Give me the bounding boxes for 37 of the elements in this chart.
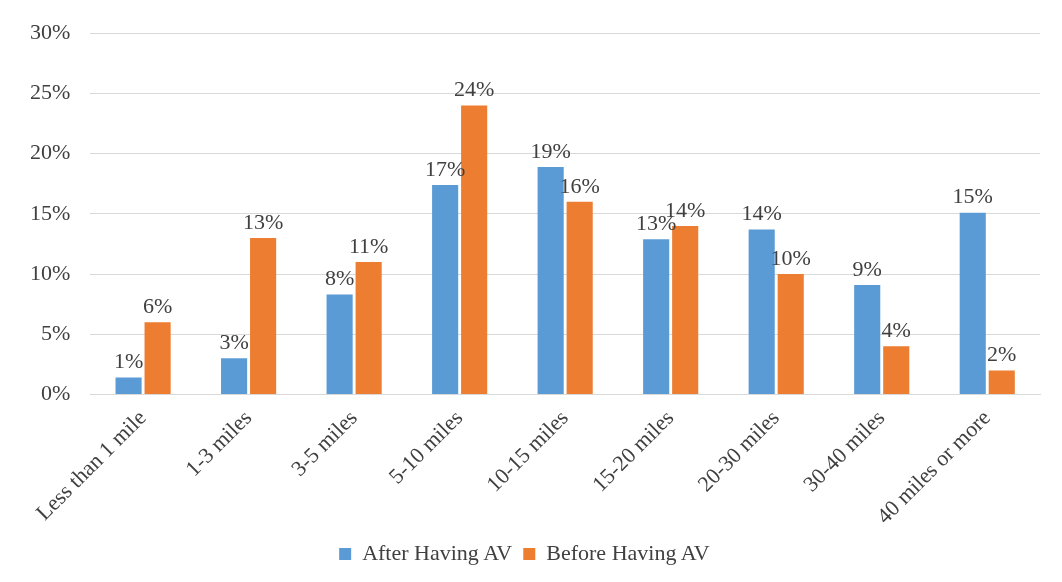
data-label: 4% <box>881 317 911 343</box>
data-label: 8% <box>324 265 355 291</box>
y-tick-label: 15% <box>30 199 71 225</box>
bar <box>432 184 459 394</box>
data-label: 6% <box>142 293 173 319</box>
data-label: 15% <box>952 183 993 209</box>
y-tick-label: 20% <box>30 139 71 165</box>
bar <box>250 237 277 394</box>
bar <box>777 274 804 394</box>
bar <box>643 239 670 394</box>
data-label: 11% <box>348 232 389 258</box>
y-tick-label: 0% <box>41 380 71 406</box>
data-label: 24% <box>453 76 495 102</box>
bar <box>355 262 382 394</box>
y-tick-label: 25% <box>30 79 71 105</box>
bar <box>854 284 881 394</box>
bar <box>326 294 353 394</box>
y-tick-label: 10% <box>30 259 71 285</box>
y-tick-label: 5% <box>41 320 71 346</box>
legend-label: Before Having AV <box>546 539 710 565</box>
bar <box>883 346 910 394</box>
data-label: 3% <box>219 329 249 355</box>
bar <box>221 358 248 394</box>
x-tick-label: Less than 1 mile <box>30 404 151 525</box>
data-label: 19% <box>530 137 571 163</box>
bar <box>115 377 142 394</box>
bar <box>959 212 986 394</box>
data-label: 1% <box>113 348 144 374</box>
legend-label: After Having AV <box>362 539 513 565</box>
bar <box>566 201 593 394</box>
data-label: 9% <box>852 255 882 281</box>
data-label: 14% <box>741 200 782 226</box>
data-label: 13% <box>242 208 284 234</box>
data-label: 2% <box>987 341 1017 367</box>
bar <box>144 322 171 394</box>
bar <box>988 370 1015 394</box>
y-tick-label: 30% <box>30 18 71 44</box>
